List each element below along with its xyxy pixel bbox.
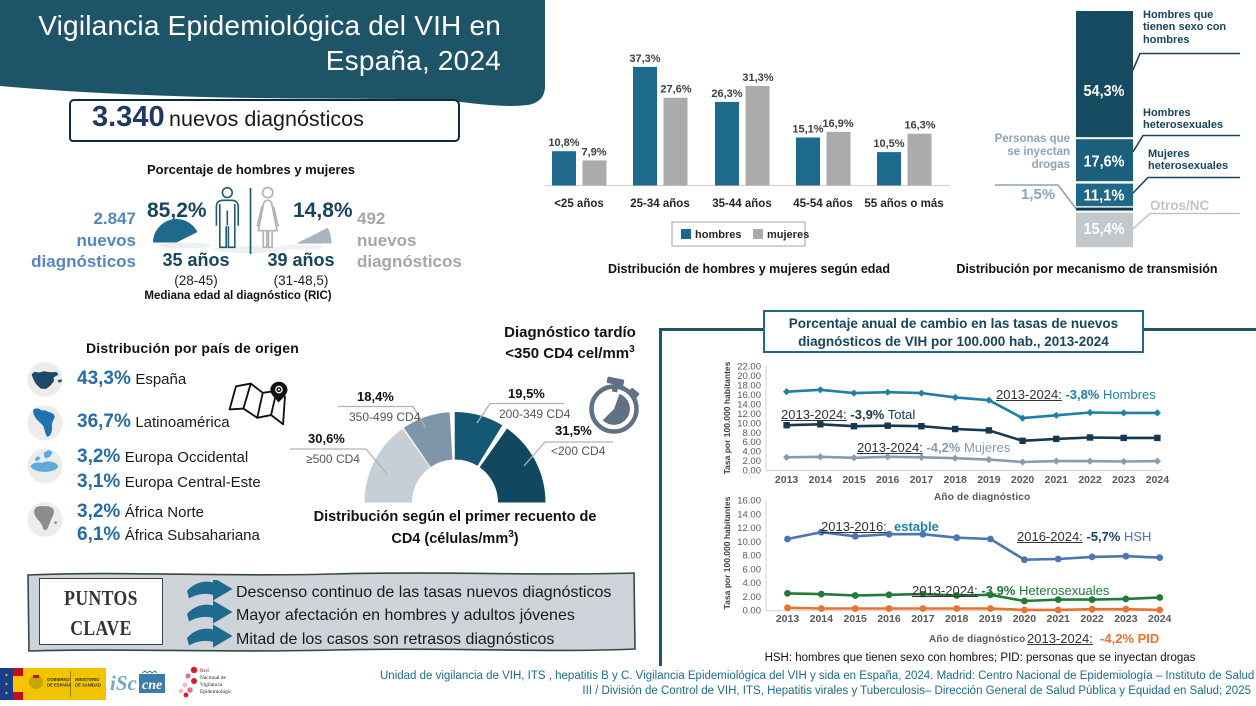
svg-text:55 años o más: 55 años o más [864, 198, 943, 210]
svg-text:Vigilancia: Vigilancia [200, 682, 223, 688]
svg-text:2024: 2024 [1148, 613, 1172, 625]
svg-text:0.00: 0.00 [743, 466, 762, 477]
svg-text:26,3%: 26,3% [711, 88, 742, 100]
svg-text:2021: 2021 [1047, 613, 1071, 625]
svg-text:18.00: 18.00 [737, 381, 761, 392]
svg-text:Epidemiológica: Epidemiológica [200, 689, 232, 695]
svg-text:10,5%: 10,5% [873, 138, 904, 150]
svg-text:hombres: hombres [695, 229, 741, 241]
svg-text:10.00: 10.00 [737, 418, 761, 429]
svg-text:iSc: iSc [110, 671, 138, 695]
svg-text:16,3%: 16,3% [904, 120, 935, 132]
svg-text:<25 años: <25 años [554, 198, 604, 210]
svg-text:27,6%: 27,6% [660, 84, 691, 96]
svg-text:2013: 2013 [776, 613, 800, 625]
svg-text:14.00: 14.00 [737, 509, 761, 520]
svg-text:MINISTERIO: MINISTERIO [75, 677, 100, 682]
svg-text:7,9%: 7,9% [581, 146, 606, 158]
svg-text:10,8%: 10,8% [548, 137, 579, 149]
svg-text:2018: 2018 [944, 474, 968, 486]
svg-text:37,3%: 37,3% [629, 53, 660, 65]
svg-text:2023: 2023 [1112, 474, 1136, 486]
svg-text:DE SANIDAD: DE SANIDAD [75, 683, 101, 688]
svg-text:Nacional de: Nacional de [200, 675, 226, 681]
svg-text:2017: 2017 [910, 474, 934, 486]
svg-text:2020: 2020 [1013, 613, 1037, 625]
svg-text:16,9%: 16,9% [822, 118, 853, 130]
svg-text:2021: 2021 [1045, 474, 1069, 486]
svg-text:6.00: 6.00 [743, 437, 762, 448]
svg-text:2015: 2015 [842, 474, 866, 486]
svg-text:35-44 años: 35-44 años [712, 198, 771, 210]
svg-text:6.00: 6.00 [743, 564, 762, 575]
svg-text:2022: 2022 [1078, 474, 1102, 486]
svg-text:16.00: 16.00 [737, 390, 761, 401]
svg-text:mujeres: mujeres [767, 229, 809, 241]
svg-text:25-34 años: 25-34 años [630, 198, 689, 210]
svg-text:2014: 2014 [809, 474, 833, 486]
svg-text:4.00: 4.00 [743, 578, 762, 589]
svg-text:14.00: 14.00 [737, 399, 761, 410]
svg-text:16.00: 16.00 [737, 496, 761, 507]
svg-text:31,3%: 31,3% [742, 72, 773, 84]
svg-text:2013: 2013 [775, 474, 799, 486]
svg-text:54,3%: 54,3% [1084, 83, 1125, 100]
svg-text:2020: 2020 [1011, 474, 1035, 486]
svg-text:15,1%: 15,1% [792, 124, 823, 136]
svg-text:GOBIERNO: GOBIERNO [47, 677, 71, 682]
svg-text:2024: 2024 [1146, 474, 1170, 486]
svg-text:12.00: 12.00 [737, 523, 761, 534]
svg-text:cne: cne [142, 678, 162, 693]
svg-text:2017: 2017 [911, 613, 935, 625]
svg-text:11,1%: 11,1% [1084, 188, 1125, 205]
svg-text:15,4%: 15,4% [1084, 221, 1125, 238]
svg-text:20.00: 20.00 [737, 371, 761, 382]
svg-text:0.00: 0.00 [743, 606, 762, 617]
svg-text:2015: 2015 [844, 613, 868, 625]
svg-text:22.00: 22.00 [737, 362, 761, 373]
svg-text:2.00: 2.00 [743, 456, 762, 467]
svg-text:2022: 2022 [1080, 613, 1104, 625]
svg-text:45-54 años: 45-54 años [793, 198, 852, 210]
svg-text:4.00: 4.00 [743, 447, 762, 458]
svg-text:2023: 2023 [1114, 613, 1138, 625]
svg-text:17,6%: 17,6% [1084, 154, 1125, 171]
svg-text:8.00: 8.00 [743, 428, 762, 439]
svg-text:2016: 2016 [877, 613, 901, 625]
svg-text:Red: Red [200, 668, 209, 674]
svg-text:2016: 2016 [876, 474, 900, 486]
svg-text:2019: 2019 [977, 474, 1001, 486]
svg-text:2018: 2018 [945, 613, 969, 625]
svg-text:10.00: 10.00 [737, 537, 761, 548]
svg-text:DE ESPAÑA: DE ESPAÑA [47, 683, 71, 688]
svg-text:8.00: 8.00 [743, 551, 762, 562]
svg-text:12.00: 12.00 [737, 409, 761, 420]
svg-text:2014: 2014 [810, 613, 834, 625]
svg-text:2019: 2019 [979, 613, 1003, 625]
svg-text:2.00: 2.00 [743, 592, 762, 603]
